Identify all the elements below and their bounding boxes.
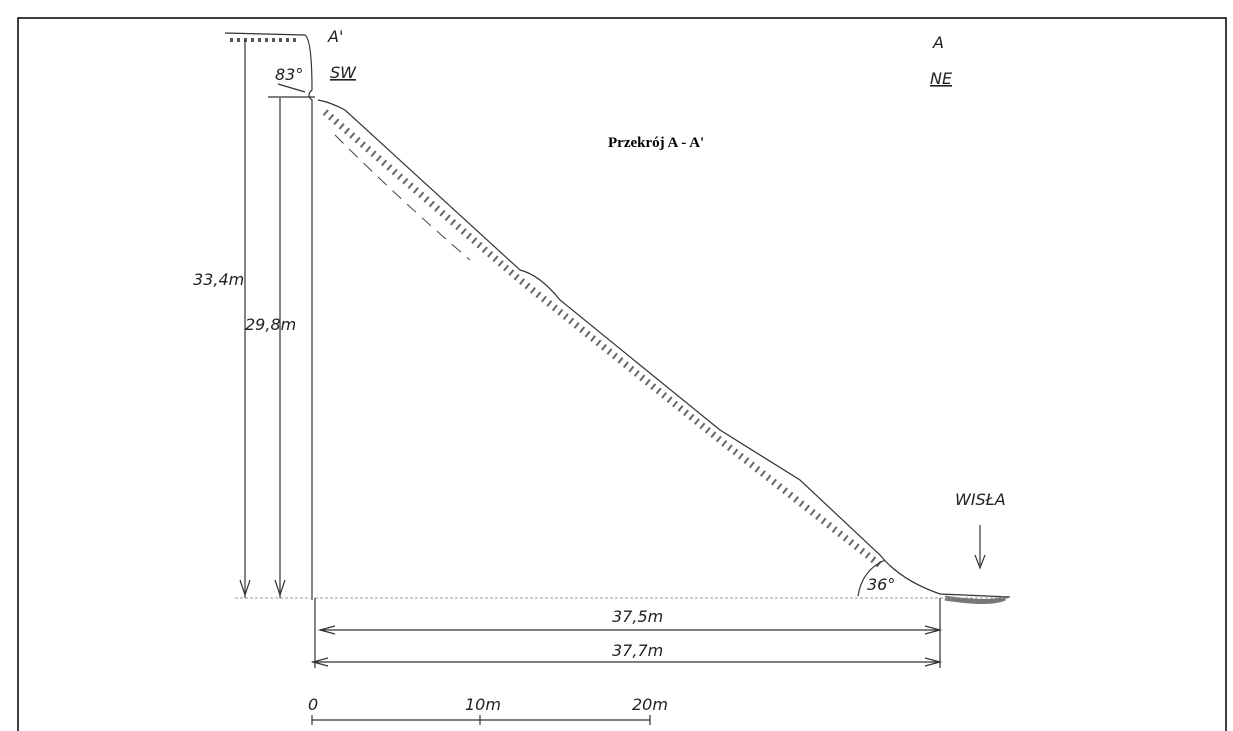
scale-label: 20m (632, 695, 668, 714)
angle-arrow (277, 83, 306, 93)
height-label: 29,8m (245, 315, 296, 334)
height-label: 33,4m (193, 270, 244, 289)
arrows (310, 625, 943, 667)
point-label: A (932, 33, 944, 52)
distance-label: 37,5m (612, 607, 663, 626)
scale-label: 0 (308, 695, 318, 714)
river-label: WISŁA (955, 490, 1006, 509)
direction: SW (330, 63, 357, 82)
cliff (224, 32, 313, 600)
cliff-angle: 83° (275, 65, 303, 84)
direction: NE (930, 69, 953, 88)
point-label: A' (327, 27, 343, 46)
scale-ticks (311, 715, 651, 725)
river-bank (944, 595, 1007, 604)
scale-label: 10m (465, 695, 501, 714)
angle-arc (857, 559, 886, 597)
distance-label: 37,7m (612, 641, 663, 660)
river-arrow (974, 525, 986, 570)
slope-angle: 36° (867, 575, 895, 594)
arrows (239, 579, 286, 597)
slope-hatch (322, 109, 883, 568)
slip-surface (334, 134, 471, 261)
slope-surface (317, 99, 1011, 598)
title: Przekrój A - A' (608, 135, 704, 151)
frame (17, 17, 1227, 731)
